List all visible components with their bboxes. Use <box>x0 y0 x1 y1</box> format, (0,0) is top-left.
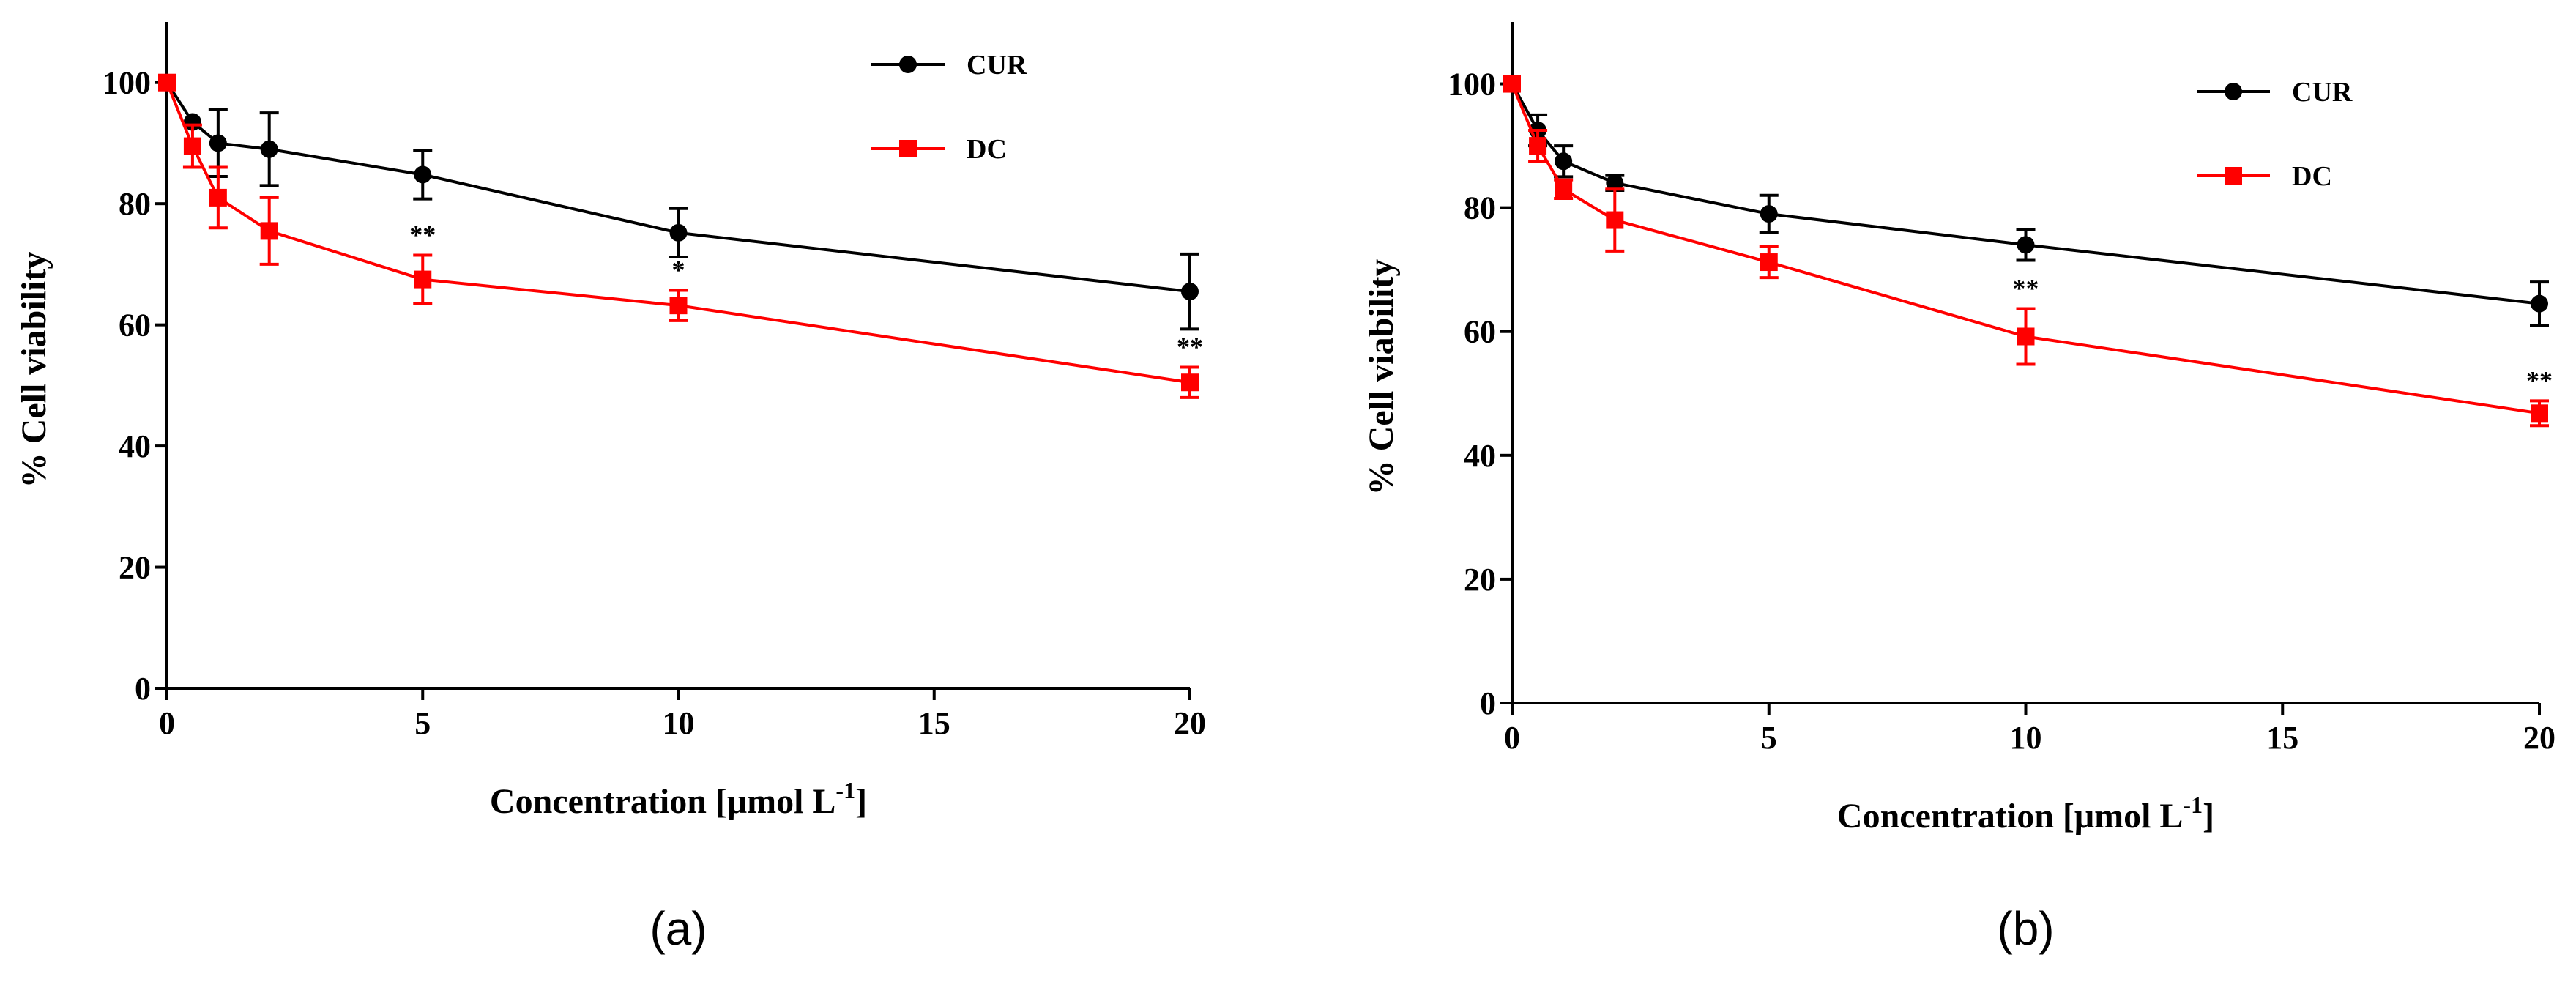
y-axis-label: % Cell viability <box>15 252 53 488</box>
data-point-dc <box>414 270 432 289</box>
data-point-dc <box>1529 137 1547 155</box>
significance-label: ** <box>2013 273 2039 302</box>
y-tick-label: 100 <box>103 65 151 101</box>
x-tick-label: 10 <box>2010 720 2042 756</box>
data-point-dc <box>669 297 688 315</box>
panel-label: (b) <box>1997 902 2054 955</box>
y-tick-label: 40 <box>1464 438 1496 474</box>
significance-label: ** <box>2526 365 2553 395</box>
x-tick-label: 20 <box>2523 720 2555 756</box>
data-point-cur <box>1555 152 1573 171</box>
data-point-cur <box>1606 174 1624 192</box>
y-tick-label: 80 <box>1464 190 1496 226</box>
data-point-cur <box>260 140 278 158</box>
data-point-dc <box>2531 404 2548 423</box>
data-point-cur <box>1181 283 1199 301</box>
x-tick-label: 20 <box>1174 705 1206 741</box>
legend-marker <box>2225 167 2242 185</box>
chart-panel-a: 0 20 40 60 80 100 0 5 10 15 20 Concentration [μmol … <box>15 22 1206 955</box>
data-point-dc <box>1606 211 1624 229</box>
y-tick-label: 40 <box>119 428 151 464</box>
data-point-cur <box>414 165 432 184</box>
data-point-dc <box>1181 373 1199 392</box>
y-tick-label: 60 <box>119 308 151 343</box>
data-point-dc <box>1760 253 1778 272</box>
significance-label: ** <box>1177 332 1203 362</box>
y-tick-label: 0 <box>1480 685 1496 721</box>
data-point-dc <box>2017 327 2035 346</box>
significance-label: * <box>672 255 685 284</box>
panel-label: (a) <box>649 902 707 955</box>
data-point-cur <box>209 134 227 152</box>
legend-label-dc: DC <box>2292 161 2332 192</box>
y-tick-label: 60 <box>1464 314 1496 350</box>
y-tick-label: 20 <box>119 550 151 586</box>
data-point-cur <box>1760 205 1778 223</box>
legend-marker <box>899 140 917 157</box>
y-tick-label: 20 <box>1464 562 1496 598</box>
chart-panel-b: 0 20 40 60 80 100 0 5 10 15 20 Concentration [μmol … <box>1362 22 2555 955</box>
y-tick-label: 100 <box>1448 67 1496 103</box>
legend-label-cur: CUR <box>967 50 1027 81</box>
y-tick-label: 80 <box>119 186 151 222</box>
data-point-dc <box>1503 75 1521 93</box>
series-line-cur <box>1511 83 2540 305</box>
y-axis-label: % Cell viability <box>1362 259 1401 496</box>
data-point-cur <box>2017 236 2035 254</box>
x-tick-label: 5 <box>1761 720 1777 756</box>
legend-label-dc: DC <box>967 134 1007 165</box>
x-tick-label: 5 <box>414 705 431 741</box>
x-tick-label: 15 <box>2266 720 2298 756</box>
legend-label-cur: CUR <box>2292 77 2353 108</box>
x-axis-label: Concentration [μmol L-1] <box>490 777 867 821</box>
y-tick-label: 0 <box>135 671 151 707</box>
data-point-dc <box>1555 180 1573 198</box>
x-tick-label: 10 <box>663 705 695 741</box>
legend-marker <box>2225 83 2242 100</box>
series-dc: ***** <box>158 73 1203 399</box>
data-point-dc <box>183 137 201 155</box>
x-tick-label: 0 <box>1504 720 1520 756</box>
x-tick-label: 0 <box>159 705 175 741</box>
significance-label: ** <box>409 220 436 250</box>
series-dc: ** ** <box>1503 75 2553 428</box>
data-point-cur <box>669 223 688 242</box>
data-point-dc <box>158 73 176 92</box>
data-point-cur <box>2531 294 2548 313</box>
data-point-dc <box>260 222 278 240</box>
x-tick-label: 15 <box>918 705 950 741</box>
data-point-dc <box>209 188 227 207</box>
legend-marker <box>899 56 917 73</box>
x-axis-label: Concentration [μmol L-1] <box>1837 792 2214 836</box>
